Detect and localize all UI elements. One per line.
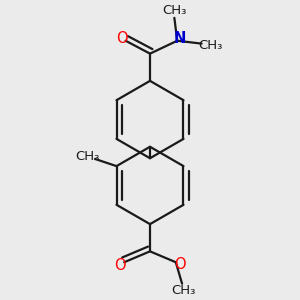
Text: N: N — [174, 31, 186, 46]
Text: CH₃: CH₃ — [162, 4, 187, 17]
Text: CH₃: CH₃ — [171, 284, 196, 297]
Text: O: O — [174, 257, 186, 272]
Text: O: O — [116, 31, 128, 46]
Text: O: O — [114, 258, 126, 273]
Text: CH₃: CH₃ — [198, 38, 222, 52]
Text: CH₃: CH₃ — [75, 150, 99, 163]
